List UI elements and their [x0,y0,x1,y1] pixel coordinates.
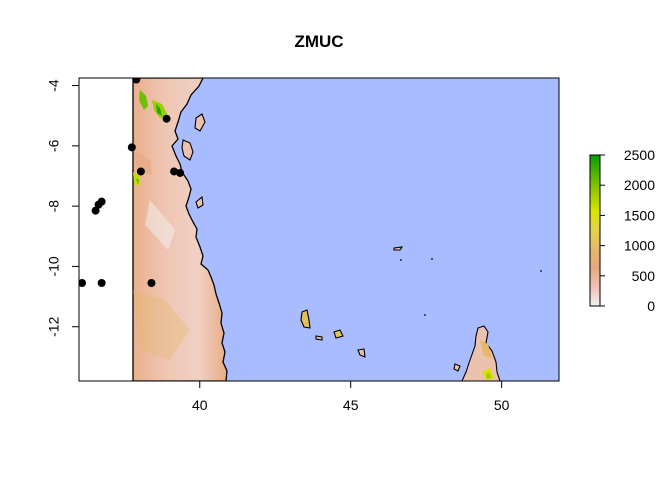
legend-tick-label: 2500 [624,147,655,163]
y-axis: -4 -6 -8 -10 -12 [46,79,79,337]
occurrence-point-1 [132,78,141,84]
legend-tick-label: 500 [632,268,656,284]
legend-tick-label: 1000 [624,238,655,254]
occurrence-point-11 [97,279,106,288]
x-tick-label: 45 [343,397,359,413]
occurrence-point-4 [136,167,145,176]
occurrence-point-5 [170,167,179,176]
legend-colorbar [589,154,601,307]
legend-tick-label: 1500 [624,207,655,223]
legend-tick-label: 2000 [624,177,655,193]
plot-frame [78,77,560,382]
map-panel [79,78,559,381]
y-tick-label: -8 [46,200,62,213]
occurrence-point-12 [147,279,156,288]
x-tick-label: 50 [494,397,510,413]
occurrence-points [79,78,185,288]
occurrence-point-9 [91,206,100,215]
no-data-area [79,78,133,381]
occurrence-point-6 [176,168,185,177]
occurrence-point-8 [94,200,103,209]
mainland-coast [132,78,228,381]
legend-tick-label: 0 [647,298,655,314]
y-tick-label: -6 [46,139,62,152]
occurrence-point-2 [162,114,171,123]
x-tick-label: 40 [192,397,208,413]
highland-patches [133,90,190,360]
occurrence-point-10 [79,279,87,288]
y-tick-label: -12 [46,316,62,336]
occurrence-point-3 [127,143,136,152]
y-tick-label: -4 [46,79,62,92]
x-axis: 40 45 50 [192,381,510,413]
islands [181,113,501,381]
map-title: ZMUC [294,32,343,51]
elevation-legend: 0 500 1000 1500 2000 2500 [589,147,656,314]
small-islets [400,258,542,316]
y-tick-label: -10 [46,256,62,276]
